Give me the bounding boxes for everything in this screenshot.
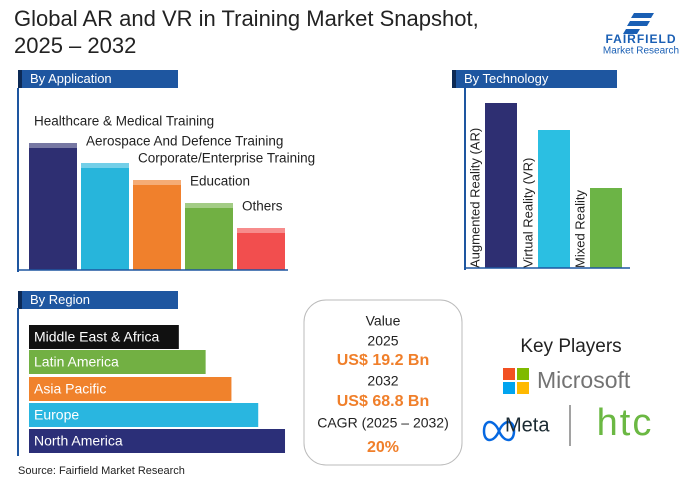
bar xyxy=(133,180,181,270)
section-header xyxy=(18,291,178,309)
source: Source: Fairfield Market Research xyxy=(18,465,185,477)
section-header-edge xyxy=(452,70,456,88)
logo-tagline: Market Research xyxy=(603,46,679,57)
category-label: Mixed Reality xyxy=(572,189,587,268)
value-box xyxy=(303,299,463,466)
section-title: By Technology xyxy=(464,71,549,86)
logo-meta: Meta xyxy=(505,414,550,436)
category-label: Virtual Reality (VR) xyxy=(520,158,535,268)
year: 2025 xyxy=(367,333,398,349)
section-header xyxy=(452,70,617,88)
section-title: By Application xyxy=(30,71,112,86)
microsoft-icon xyxy=(503,368,529,394)
logo-microsoft: Microsoft xyxy=(537,367,631,393)
bar xyxy=(29,377,232,401)
category-label: Asia Pacific xyxy=(34,381,106,397)
bar-top xyxy=(185,203,233,208)
bar-top xyxy=(133,180,181,185)
category-label: Augmented Reality (AR) xyxy=(467,128,482,268)
bar xyxy=(485,103,517,268)
cagr-value: 20% xyxy=(367,439,399,456)
category-label: Education xyxy=(190,174,250,189)
bar xyxy=(81,163,129,270)
bar-top xyxy=(81,163,129,168)
logo-name: FAIRFIELD xyxy=(606,32,677,46)
key-players-title: Key Players xyxy=(520,336,621,357)
category-label: Others xyxy=(242,199,283,214)
bar xyxy=(29,325,179,349)
category-label: Healthcare & Medical Training xyxy=(34,114,214,129)
bar xyxy=(29,429,286,453)
category-label: Aerospace And Defence Training xyxy=(86,134,283,149)
meta-icon xyxy=(482,420,516,442)
category-label: Latin America xyxy=(34,354,119,370)
bar xyxy=(185,203,233,270)
category-label: Europe xyxy=(34,407,79,423)
section-header-edge xyxy=(18,291,22,309)
title-line: 2025 – 2032 xyxy=(14,33,136,58)
bar-top xyxy=(29,143,77,148)
logo-icon xyxy=(623,13,654,34)
category-label: Middle East & Africa xyxy=(34,329,159,345)
value-label: Value xyxy=(366,313,401,329)
section-header xyxy=(18,70,178,88)
year: 2032 xyxy=(367,373,398,389)
title-line: Global AR and VR in Training Market Snap… xyxy=(14,6,479,31)
bar xyxy=(237,228,285,270)
bar xyxy=(590,188,622,268)
cagr-label: CAGR (2025 – 2032) xyxy=(317,415,449,431)
section-header-edge xyxy=(18,70,22,88)
value: US$ 68.8 Bn xyxy=(337,393,429,410)
bar xyxy=(29,350,206,374)
logo-htc: htc xyxy=(597,402,654,444)
section-title: By Region xyxy=(30,292,90,307)
bar-top xyxy=(237,228,285,233)
value: US$ 19.2 Bn xyxy=(337,352,429,369)
bar xyxy=(538,130,570,268)
bar xyxy=(29,403,259,427)
bar xyxy=(29,143,77,270)
category-label: North America xyxy=(34,433,123,449)
category-label: Corporate/Enterprise Training xyxy=(138,151,315,166)
